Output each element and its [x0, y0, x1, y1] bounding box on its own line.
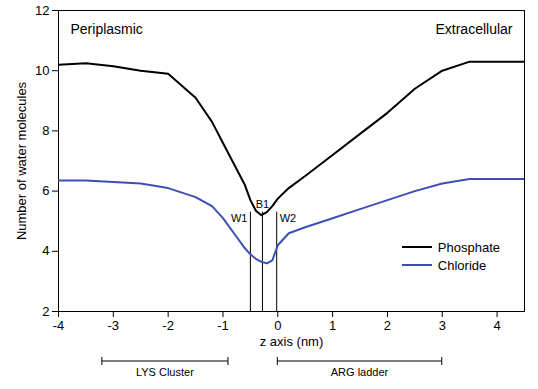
svg-text:12: 12: [35, 3, 49, 18]
svg-text:ARG ladder: ARG ladder: [331, 366, 389, 378]
svg-text:-4: -4: [53, 318, 65, 333]
svg-text:1: 1: [329, 318, 336, 333]
svg-text:B1: B1: [256, 198, 269, 210]
svg-text:0: 0: [274, 318, 281, 333]
svg-text:-3: -3: [108, 318, 120, 333]
svg-text:W1: W1: [231, 212, 248, 224]
svg-text:Number of water molecules: Number of water molecules: [14, 81, 29, 240]
svg-text:z axis (nm): z axis (nm): [260, 334, 324, 349]
svg-text:6: 6: [42, 183, 49, 198]
svg-text:-1: -1: [217, 318, 229, 333]
svg-text:2: 2: [384, 318, 391, 333]
svg-text:2: 2: [42, 304, 49, 319]
svg-text:W2: W2: [280, 212, 297, 224]
svg-text:8: 8: [42, 123, 49, 138]
svg-text:Extracellular: Extracellular: [435, 21, 512, 37]
html-text:Chloride: Chloride: [437, 257, 487, 273]
svg-text:3: 3: [439, 318, 446, 333]
svg-text:10: 10: [35, 63, 49, 78]
svg-text:-2: -2: [162, 318, 174, 333]
svg-text:4: 4: [42, 243, 49, 258]
svg-text:LYS Cluster: LYS Cluster: [136, 366, 194, 378]
html-text:Phosphate: Phosphate: [437, 239, 500, 255]
svg-text:4: 4: [493, 318, 500, 333]
svg-text:Periplasmic: Periplasmic: [71, 21, 143, 37]
